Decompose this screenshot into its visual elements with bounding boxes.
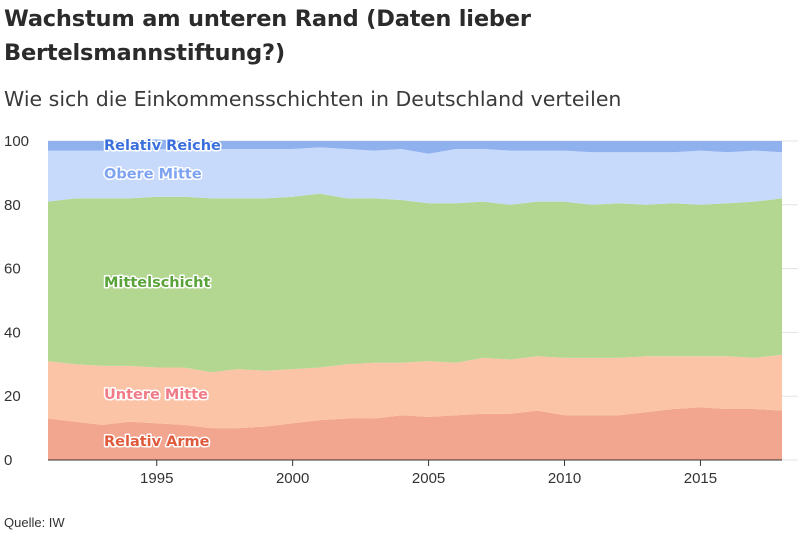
- x-tick-label-2000: 2000: [276, 470, 309, 487]
- series-label-relativ-reiche: Relativ Reiche: [104, 138, 221, 154]
- y-tick-label-40: 40: [4, 324, 21, 341]
- y-tick-label-100: 100: [4, 133, 29, 150]
- area-relativ-reiche: [48, 139, 782, 154]
- area-series: [48, 139, 782, 460]
- chart-title: Wachstum am unteren Rand (Daten lieber B…: [4, 6, 531, 66]
- area-obere-mitte: [48, 147, 782, 205]
- y-tick-label-0: 0: [4, 452, 12, 469]
- area-relativ-arme: [48, 407, 782, 460]
- source-note: Quelle: IW: [4, 515, 65, 530]
- x-tick-label-2015: 2015: [684, 470, 717, 487]
- series-labels: Relativ Arme Untere Mitte Mittelschicht Obe…: [103, 136, 223, 451]
- area-mittelschicht: [48, 193, 782, 373]
- series-label-relativ-arme: Relativ Arme: [104, 434, 210, 450]
- series-label-mittelschicht: Mittelschicht: [104, 275, 211, 291]
- x-tick-label-2010: 2010: [548, 470, 581, 487]
- x-tick-label-2005: 2005: [412, 470, 445, 487]
- x-tick-label-1995: 1995: [140, 470, 173, 487]
- y-tick-label-80: 80: [4, 197, 21, 214]
- chart-subtitle: Wie sich die Einkommensschichten in Deut…: [4, 87, 622, 111]
- area-untere-mitte: [48, 354, 782, 429]
- y-tick-label-20: 20: [4, 388, 21, 405]
- series-label-obere-mitte: Obere Mitte: [104, 167, 202, 183]
- series-label-untere-mitte: Untere Mitte: [104, 387, 208, 403]
- axes: 0 20 40 60 80 100 1995 2000 2005 2010 2015: [4, 133, 782, 487]
- y-tick-label-60: 60: [4, 261, 21, 278]
